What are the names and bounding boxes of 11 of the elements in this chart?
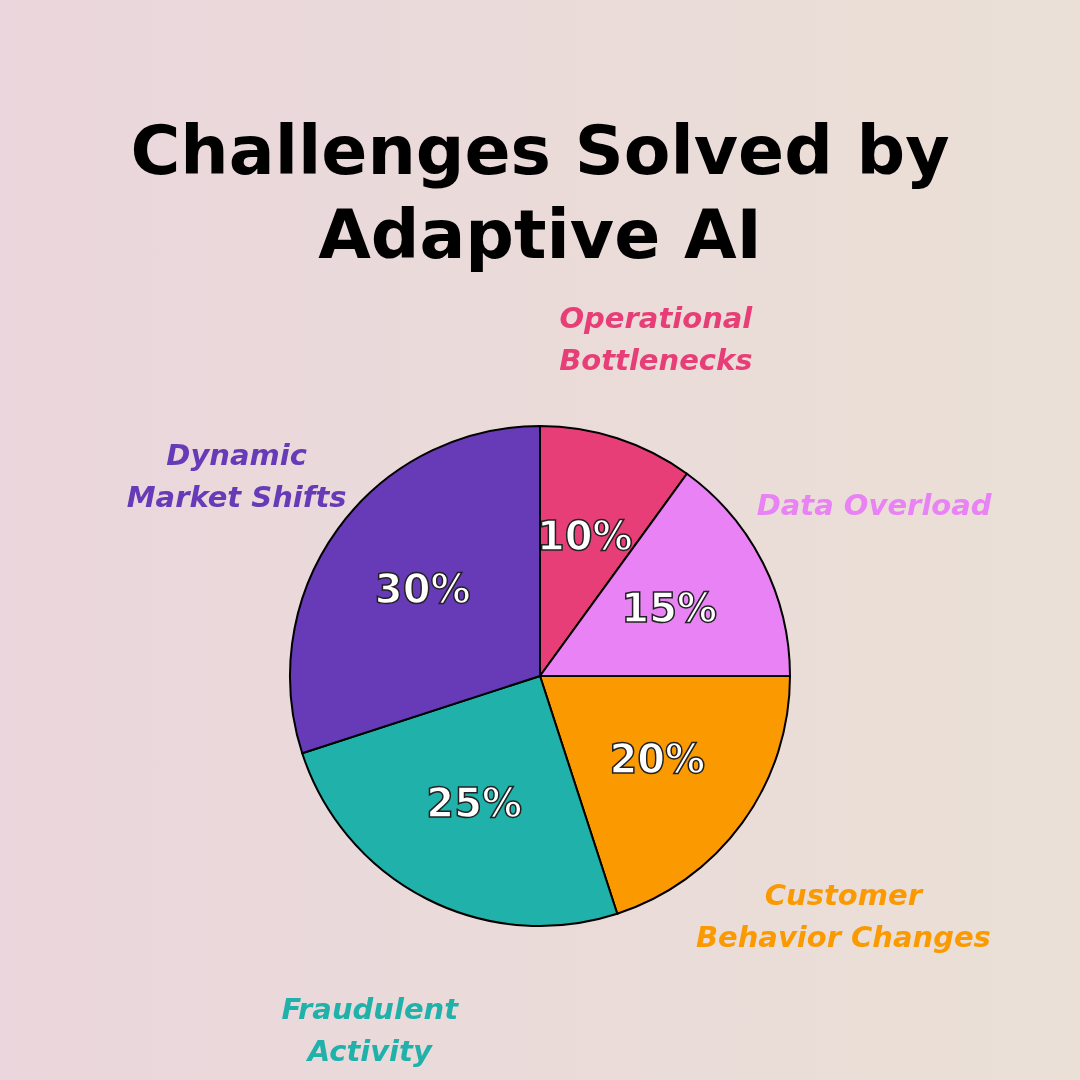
slice-label: Data Overload xyxy=(756,487,992,522)
slice-label: Customer Behavior Changes xyxy=(695,878,991,955)
data-label: 30% xyxy=(374,565,471,612)
data-label: 25% xyxy=(426,780,523,827)
data-label: 15% xyxy=(621,585,718,632)
slice-label: Operational Bottlenecks xyxy=(559,301,754,378)
slice-label: Fraudulent Activity xyxy=(281,992,460,1069)
data-label: 10% xyxy=(536,513,633,560)
slice-label: Dynamic Market Shifts xyxy=(126,437,347,514)
data-label: 20% xyxy=(609,736,706,783)
chart-title: Challenges Solved by Adaptive AI xyxy=(130,111,950,274)
